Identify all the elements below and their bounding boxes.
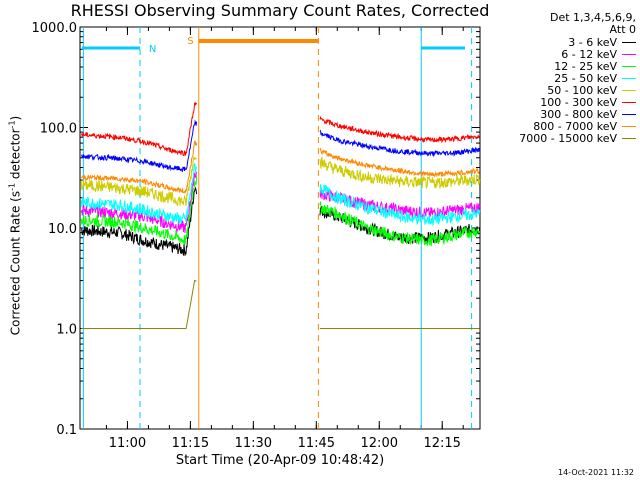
legend-entry: 25 - 50 keV xyxy=(486,71,636,85)
y-tick-label: 1000.0 xyxy=(32,21,78,36)
series-line xyxy=(80,175,198,245)
legend-entry-label: 800 - 7000 keV xyxy=(533,119,617,133)
legend-entry-label: 25 - 50 keV xyxy=(554,71,617,85)
y-axis-label: Corrected Count Rate (s-1 detector-1) xyxy=(7,115,23,336)
x-axis-label: Start Time (20-Apr-09 10:48:42) xyxy=(175,453,385,468)
series-line xyxy=(80,162,198,225)
legend-swatch xyxy=(622,125,636,127)
legend-swatch xyxy=(622,89,636,91)
series-line xyxy=(319,183,481,227)
legend-entry-label: 6 - 12 keV xyxy=(561,47,617,61)
chart-title: RHESSI Observing Summary Count Rates, Co… xyxy=(70,1,490,20)
x-tick-label: 11:15 xyxy=(172,436,209,451)
y-tick-label: 10.0 xyxy=(48,222,77,237)
legend-entry: 50 - 100 keV xyxy=(486,83,636,97)
legend-entry-label: 50 - 100 keV xyxy=(547,83,617,97)
series-line xyxy=(80,156,197,207)
legend-swatch xyxy=(622,137,636,139)
y-tick-label: 100.0 xyxy=(40,122,77,137)
x-tick-label: 11:00 xyxy=(109,436,146,451)
x-tick-label: 11:45 xyxy=(298,436,335,451)
y-tick-label: 1.0 xyxy=(56,323,77,338)
legend-entry: 300 - 800 keV xyxy=(486,107,636,121)
legend-entry-label: 7000 - 15000 keV xyxy=(519,131,617,145)
legend-entry: 100 - 300 keV xyxy=(486,95,636,109)
legend-entry-label: 100 - 300 keV xyxy=(540,95,617,109)
legend: Det 1,3,4,5,6,9, Att 0 3 - 6 keV 6 - 12 k… xyxy=(486,11,636,145)
legend-entry: 800 - 7000 keV xyxy=(486,119,636,133)
legend-swatch xyxy=(622,77,636,79)
x-tick-label: 12:15 xyxy=(423,436,460,451)
series-line xyxy=(319,147,480,179)
legend-entry-label: 3 - 6 keV xyxy=(568,35,617,49)
series-line xyxy=(81,279,197,329)
x-tick-label: 11:30 xyxy=(235,436,272,451)
legend-swatch xyxy=(622,53,636,55)
legend-swatch xyxy=(622,41,636,43)
series-line xyxy=(81,119,198,173)
saa-flag-label: S xyxy=(187,36,193,47)
series-line xyxy=(80,186,198,256)
x-tick-label: 12:00 xyxy=(361,436,398,451)
series-line xyxy=(319,201,481,247)
night-flag-label: N xyxy=(149,44,156,55)
y-tick-label: 0.1 xyxy=(56,423,77,438)
legend-header-detectors: Det 1,3,4,5,6,9, xyxy=(549,11,636,24)
legend-swatch xyxy=(622,65,636,67)
legend-entry: 3 - 6 keV xyxy=(486,35,636,49)
series-line xyxy=(80,101,198,157)
series-line xyxy=(80,171,198,234)
legend-entry-label: 12 - 25 keV xyxy=(554,59,617,73)
generation-timestamp: 14-Oct-2021 11:32 xyxy=(558,468,634,477)
legend-entry-label: 300 - 800 keV xyxy=(540,107,617,121)
legend-entry: 12 - 25 keV xyxy=(486,59,636,73)
series-line xyxy=(319,115,480,144)
legend-entry: 7000 - 15000 keV xyxy=(486,131,636,145)
series-line xyxy=(319,129,481,158)
legend-header-attenuator: Att 0 xyxy=(609,23,636,36)
series-line xyxy=(80,140,198,194)
legend-swatch xyxy=(622,113,636,115)
series-line xyxy=(319,156,481,190)
legend-swatch xyxy=(622,101,636,103)
legend-entry: 6 - 12 keV xyxy=(486,47,636,61)
